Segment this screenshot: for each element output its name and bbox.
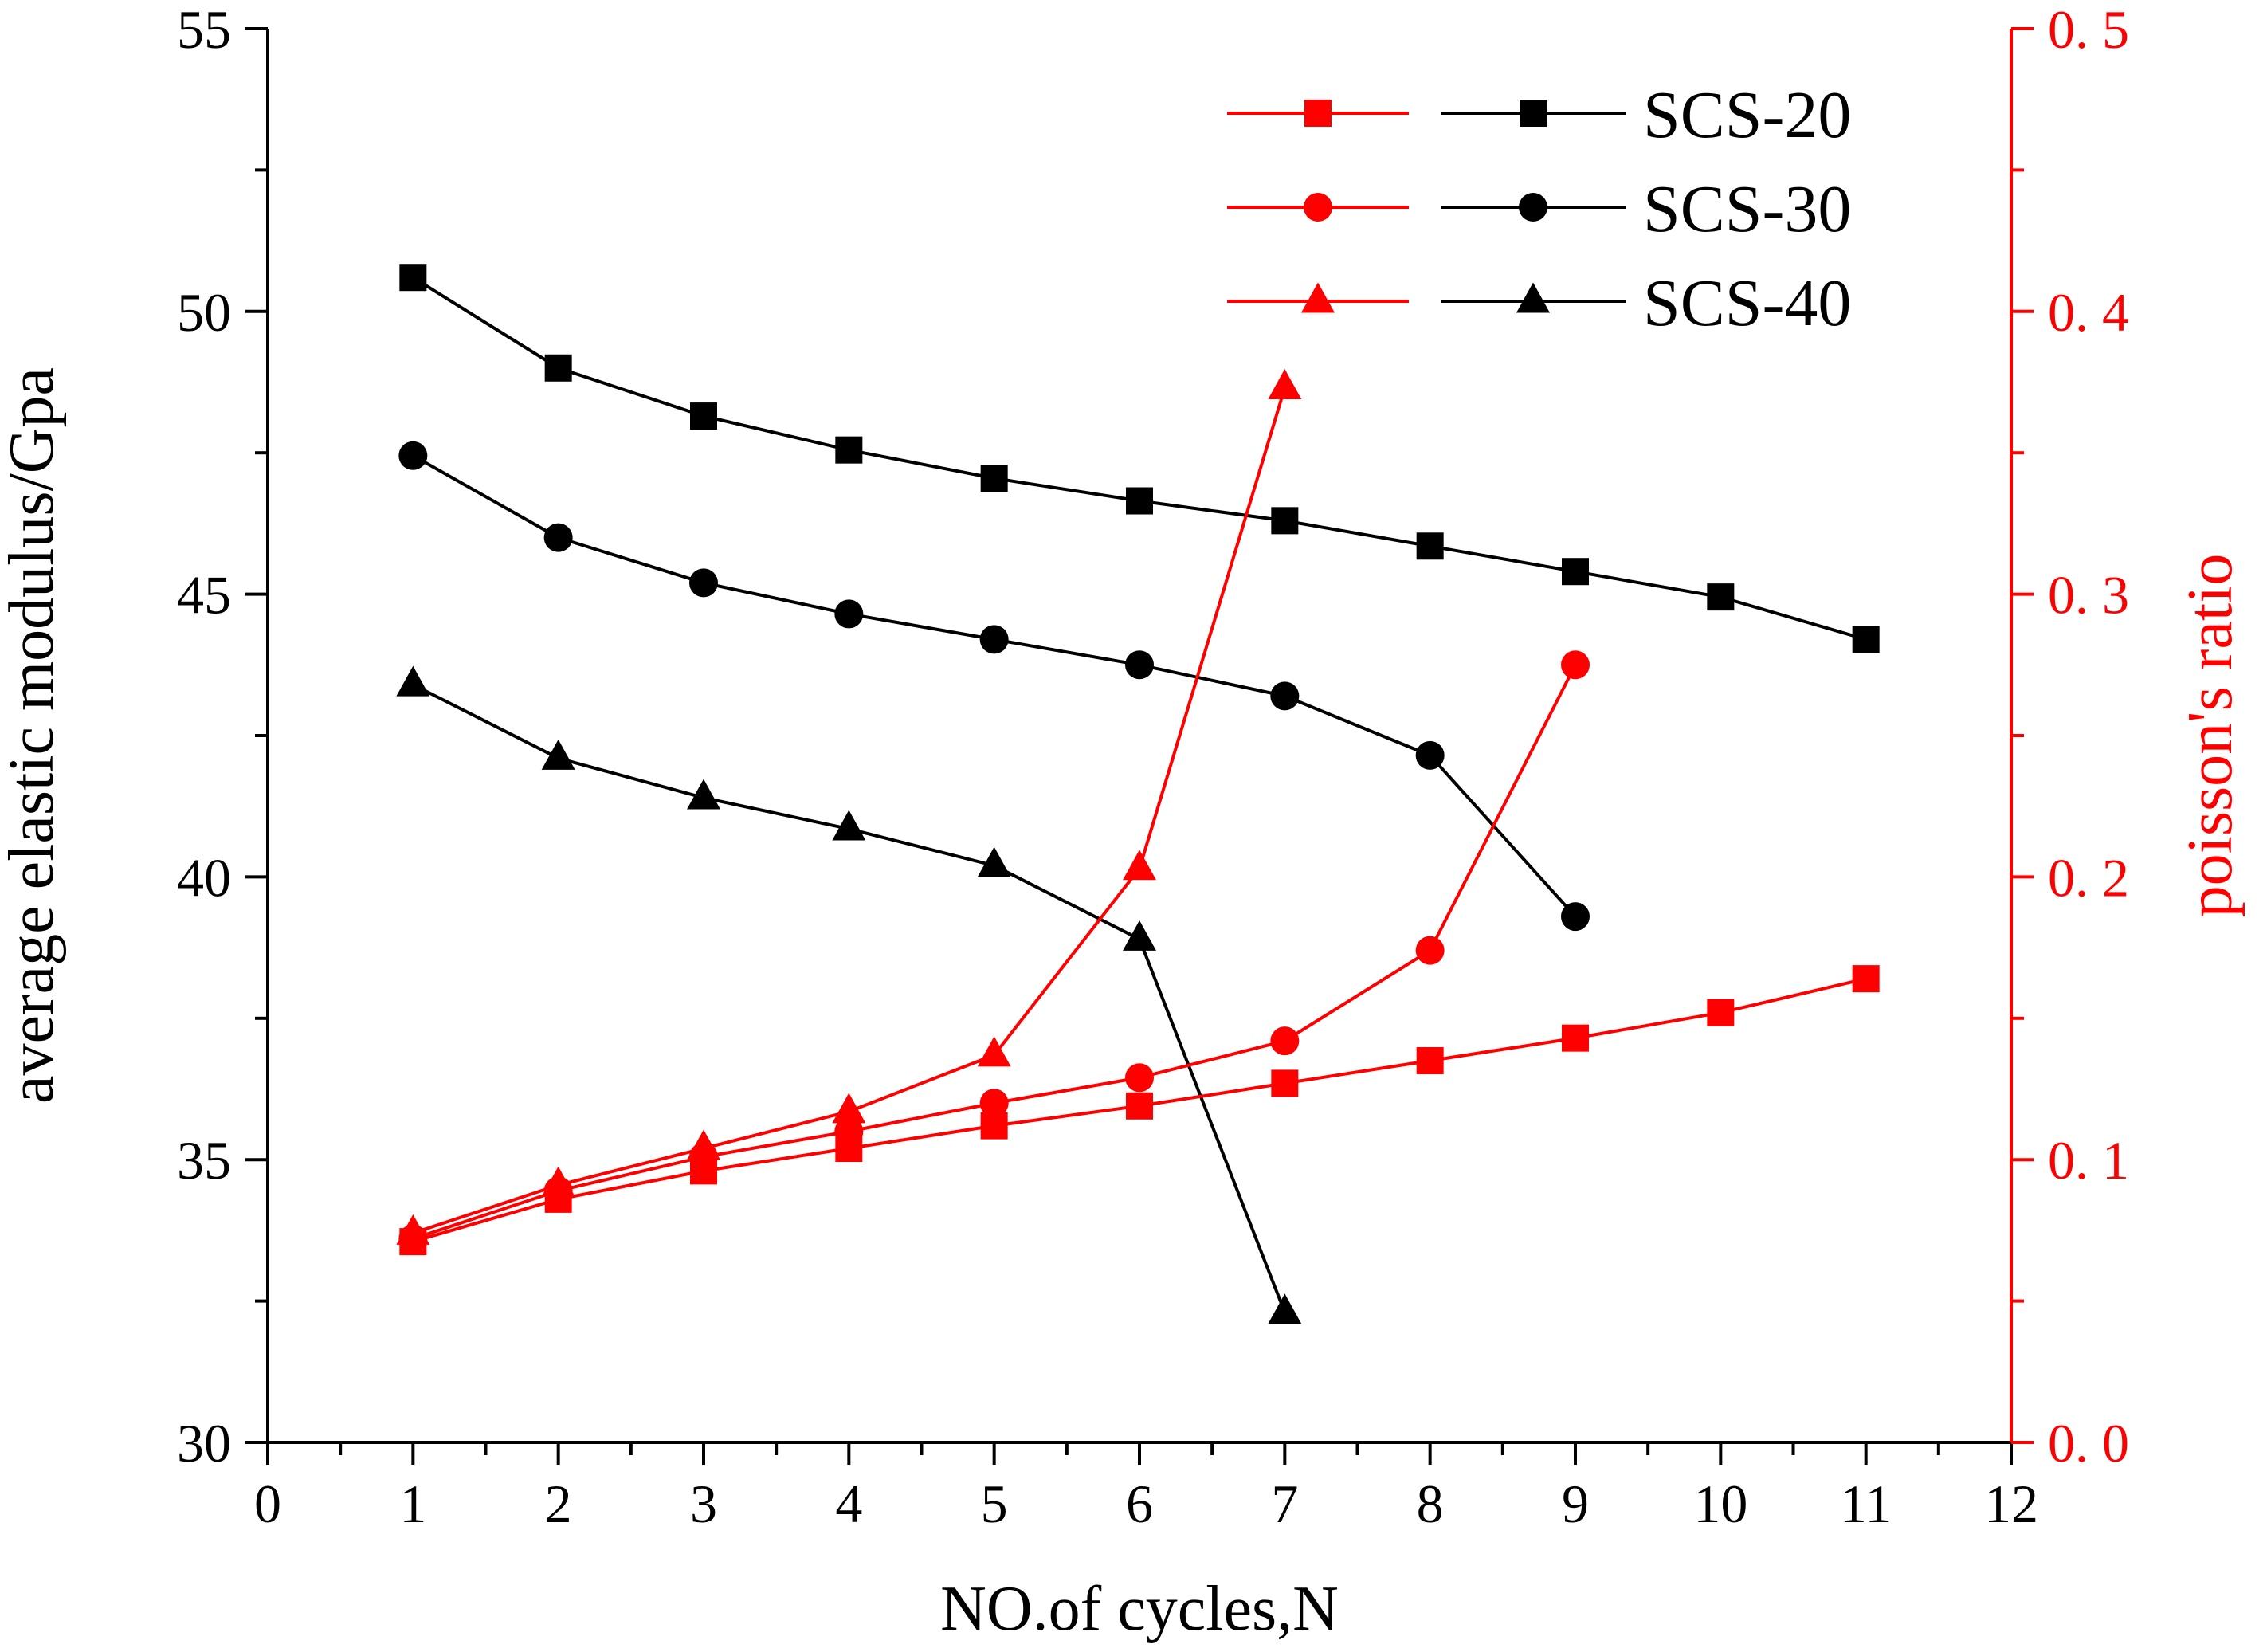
series-scs-30-modulus: [398, 441, 1590, 932]
data-point-scs-30-modulus: [1561, 902, 1590, 932]
data-point-scs-40-poisson: [541, 1166, 575, 1197]
y-left-tick-label: 45: [177, 565, 231, 626]
x-tick-label: 11: [1840, 1473, 1892, 1534]
data-point-scs-30-modulus: [834, 599, 864, 629]
data-point-scs-20-poisson: [1562, 1024, 1589, 1052]
data-point-scs-40-modulus: [832, 810, 866, 841]
data-point-scs-30-poisson: [1415, 936, 1445, 965]
x-tick-label: 7: [1271, 1473, 1298, 1534]
series-scs-20-modulus: [399, 264, 1880, 653]
legend-marker-poisson: [1301, 282, 1335, 313]
data-point-scs-40-poisson: [1123, 850, 1156, 881]
legend: SCS-20 SCS-30 SCS-40: [1227, 78, 1851, 340]
series-line-scs-30-poisson: [412, 664, 1577, 1241]
x-tick-label: 9: [1562, 1473, 1589, 1534]
data-point-scs-20-modulus: [544, 354, 572, 382]
y-left-axis-title: average elastic modulus/Gpa: [0, 367, 67, 1104]
legend-marker-modulus: [1520, 100, 1547, 127]
y-left-tick-label: 30: [177, 1413, 231, 1473]
y-left-tick-label: 40: [177, 847, 231, 908]
data-point-scs-40-modulus: [977, 846, 1011, 877]
data-point-scs-30-modulus: [979, 625, 1009, 654]
data-point-scs-20-modulus: [1416, 532, 1444, 560]
data-point-scs-20-modulus: [690, 402, 717, 430]
y-left-tick-label: 55: [177, 0, 231, 60]
data-point-scs-40-modulus: [1268, 1293, 1302, 1324]
data-point-scs-30-modulus: [398, 441, 428, 470]
series-scs-20-poisson: [399, 965, 1880, 1256]
y-left-tick-label: 50: [177, 282, 231, 343]
x-tick-label: 2: [545, 1473, 572, 1534]
legend-marker-poisson: [1304, 100, 1332, 127]
data-point-scs-20-poisson: [1852, 965, 1880, 993]
data-point-scs-20-modulus: [1126, 487, 1153, 515]
legend-item-scs-30: SCS-30: [1227, 172, 1851, 246]
x-tick-label: 10: [1693, 1473, 1747, 1534]
data-point-scs-30-modulus: [1125, 650, 1154, 680]
data-point-scs-20-modulus: [980, 465, 1008, 492]
data-point-scs-40-poisson: [396, 1214, 430, 1245]
series-line-scs-40-modulus: [412, 683, 1287, 1313]
data-point-scs-40-poisson: [832, 1093, 866, 1124]
y-right-tick-label: 0. 0: [2048, 1413, 2129, 1473]
data-point-scs-20-modulus: [399, 264, 427, 292]
series-scs-40-modulus: [396, 665, 1302, 1324]
x-tick-label: 5: [981, 1473, 1008, 1534]
legend-marker-poisson: [1304, 193, 1332, 222]
x-tick-label: 3: [690, 1473, 717, 1534]
y-right-tick-label: 0. 2: [2048, 847, 2129, 908]
data-point-scs-30-modulus: [689, 568, 718, 598]
data-point-scs-30-poisson: [1561, 650, 1590, 680]
data-point-scs-40-poisson: [1268, 369, 1302, 400]
data-point-scs-30-poisson: [979, 1089, 1009, 1118]
y-right-tick-label: 0. 3: [2048, 565, 2129, 626]
data-point-scs-40-poisson: [977, 1036, 1011, 1067]
data-point-scs-20-poisson: [1416, 1047, 1444, 1075]
legend-item-scs-20: SCS-20: [1227, 78, 1851, 152]
data-point-scs-40-modulus: [687, 779, 720, 810]
series-scs-30-poisson: [398, 650, 1590, 1254]
x-tick-label: 6: [1126, 1473, 1153, 1534]
x-tick-label: 4: [835, 1473, 862, 1534]
data-point-scs-30-modulus: [543, 523, 573, 552]
data-point-scs-40-modulus: [1123, 920, 1156, 951]
data-point-scs-40-modulus: [541, 739, 575, 770]
legend-label: SCS-30: [1643, 172, 1851, 246]
x-tick-label: 12: [1984, 1473, 2038, 1534]
legend-marker-modulus: [1516, 282, 1550, 313]
x-axis-title: NO.of cycles,N: [940, 1574, 1339, 1644]
data-point-scs-20-poisson: [1707, 999, 1735, 1026]
data-point-scs-20-modulus: [835, 436, 863, 464]
data-point-scs-40-modulus: [396, 665, 430, 697]
x-tick-label: 1: [399, 1473, 426, 1534]
data-point-scs-20-modulus: [1271, 507, 1299, 535]
data-point-scs-40-poisson: [687, 1129, 720, 1160]
data-point-scs-30-poisson: [834, 1116, 864, 1146]
data-point-scs-30-poisson: [1125, 1063, 1154, 1093]
legend-label: SCS-40: [1643, 266, 1851, 340]
series-scs-40-poisson: [396, 369, 1302, 1245]
legend-marker-modulus: [1519, 193, 1547, 222]
y-right-tick-label: 0. 4: [2048, 282, 2129, 343]
data-point-scs-30-modulus: [1270, 681, 1300, 711]
data-point-scs-20-modulus: [1562, 558, 1589, 586]
y-right-tick-label: 0. 5: [2048, 0, 2129, 60]
legend-item-scs-40: SCS-40: [1227, 266, 1851, 340]
data-point-scs-20-poisson: [1126, 1092, 1153, 1120]
y-left-tick-label: 35: [177, 1130, 231, 1191]
data-point-scs-30-modulus: [1415, 740, 1445, 770]
y-right-tick-label: 0. 1: [2048, 1130, 2129, 1191]
data-point-scs-20-poisson: [1271, 1069, 1299, 1097]
y-right-axis-title: poisson's ratio: [2175, 554, 2245, 918]
data-point-scs-30-poisson: [1270, 1026, 1300, 1056]
legend-label: SCS-20: [1643, 78, 1851, 152]
x-tick-label: 8: [1417, 1473, 1444, 1534]
series-layer: [396, 264, 1880, 1324]
x-tick-label: 0: [254, 1473, 281, 1534]
data-point-scs-20-modulus: [1707, 583, 1735, 611]
data-point-scs-20-modulus: [1852, 626, 1880, 653]
